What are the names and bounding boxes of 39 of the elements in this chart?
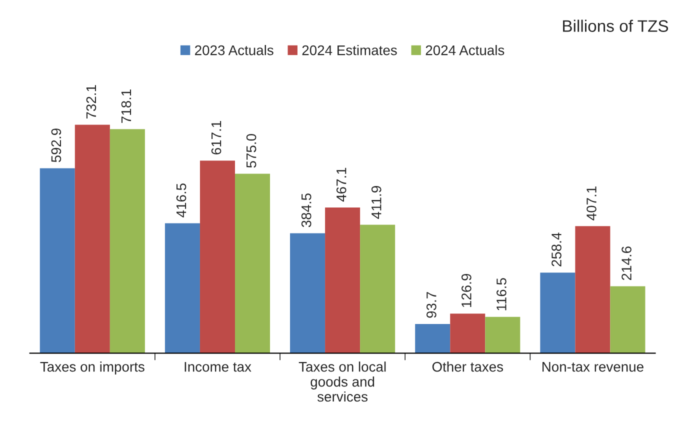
bar bbox=[200, 160, 235, 354]
bar bbox=[290, 233, 326, 354]
x-tick-label: Taxes on local goods and services bbox=[298, 362, 386, 402]
bar bbox=[360, 224, 396, 354]
legend-label: 2024 Actuals bbox=[426, 45, 504, 56]
data-label: 384.5 bbox=[301, 194, 312, 228]
x-tick-label: Other taxes bbox=[432, 362, 504, 372]
x-tick-label: Taxes on imports bbox=[40, 362, 144, 374]
bar bbox=[485, 316, 520, 354]
data-label: 258.4 bbox=[552, 232, 562, 266]
bar bbox=[40, 168, 75, 354]
bar bbox=[450, 314, 486, 354]
data-label: 718.1 bbox=[121, 90, 132, 123]
bar bbox=[610, 286, 646, 354]
x-tick-label: Non-tax revenue bbox=[542, 362, 644, 372]
data-label: 214.6 bbox=[622, 246, 632, 280]
data-label: 575.0 bbox=[246, 134, 256, 168]
bar bbox=[110, 129, 145, 354]
bar bbox=[415, 324, 450, 354]
bar bbox=[575, 226, 610, 354]
data-label: 416.5 bbox=[176, 184, 186, 218]
data-label: 93.7 bbox=[426, 292, 436, 318]
bar bbox=[540, 272, 576, 354]
data-label: 617.1 bbox=[211, 121, 222, 154]
data-label: 732.1 bbox=[86, 85, 96, 119]
x-tick-label: Income tax bbox=[184, 362, 252, 372]
data-label: 116.5 bbox=[496, 278, 506, 310]
data-label: 407.1 bbox=[586, 186, 596, 220]
data-label: 467.1 bbox=[336, 168, 346, 202]
chart-subtitle: Billions of TZS bbox=[563, 20, 668, 32]
data-label: 126.9 bbox=[462, 274, 472, 307]
data-label: 592.9 bbox=[51, 128, 62, 162]
bar bbox=[74, 124, 110, 354]
bar bbox=[325, 207, 360, 354]
legend-label: 2024 Estimates bbox=[302, 45, 397, 56]
legend-label: 2023 Actuals bbox=[195, 45, 274, 56]
data-label: 411.9 bbox=[371, 186, 382, 219]
bar bbox=[164, 223, 200, 354]
bar bbox=[234, 174, 270, 354]
